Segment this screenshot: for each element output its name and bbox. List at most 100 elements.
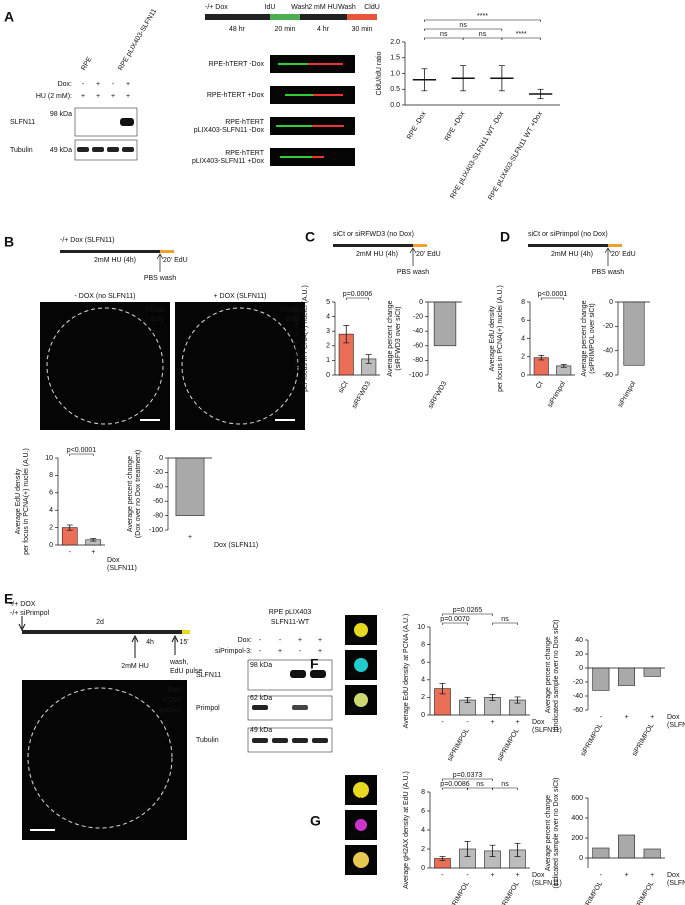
timeline-label: Wash	[291, 4, 309, 11]
fiber-label: pLIX403-SLFN11 +Dox	[192, 158, 265, 165]
significance-label: ns	[440, 31, 448, 38]
dox-sign: -	[466, 719, 469, 726]
significance-label: p<0.0001	[67, 447, 96, 454]
x-tick-label: siPRIMPOL	[446, 727, 470, 762]
x-tick-label: siPrimpol	[617, 380, 638, 409]
arrow-head	[409, 247, 417, 254]
y-tick-label: 10	[417, 624, 425, 631]
y-tick-label: 20	[575, 651, 583, 658]
y-tick-label: 2	[49, 524, 53, 531]
timeline-label: Wash	[338, 4, 356, 11]
y-tick-label: 6	[421, 659, 425, 666]
timeline-label: wash,	[169, 659, 188, 666]
timeline-segment	[160, 250, 174, 253]
timeline-label: IdU	[265, 4, 276, 11]
row-label: HU (2 mM):	[36, 93, 72, 100]
y-tick-label: 6	[421, 808, 425, 815]
image-label: gH2AX	[348, 832, 371, 839]
significance-bracket	[424, 37, 464, 40]
y-tick-label: 0	[49, 542, 53, 549]
y-tick-label: 0	[421, 712, 425, 719]
x-tick-label: siPrimpol	[547, 380, 568, 409]
y-tick-label: 0	[579, 665, 583, 672]
significance-label: ns	[459, 22, 467, 29]
timeline-label: siCt or siRFWD3 (no Dox)	[333, 231, 414, 238]
x-tick-label: +	[91, 549, 95, 556]
panel-label: B	[4, 234, 14, 250]
image-label: Merge	[348, 707, 368, 714]
timeline-segment	[413, 244, 427, 247]
y-tick-label: 0	[521, 372, 525, 379]
y-tick-label: 200	[571, 835, 583, 842]
x-tick-label: -	[69, 549, 72, 556]
y-axis-label: Average percent change	[387, 300, 394, 376]
channel-label: EdU	[168, 687, 182, 694]
timeline-label: PBS wash	[397, 269, 429, 276]
x-tick-label: siRFWD3	[427, 380, 448, 410]
dox-label: Dox (SLFN11)	[214, 542, 258, 549]
y-tick-label: 1.5	[390, 55, 400, 62]
significance-bracket	[424, 28, 503, 31]
x-tick-label: siPRIMPOL	[631, 880, 655, 905]
y-axis-label: CldU/IdU ratio	[376, 51, 383, 95]
x-tick-label: siRFWD3	[351, 380, 372, 410]
timeline-label: 20' EdU	[611, 251, 636, 258]
significance-bracket	[492, 622, 518, 625]
dox-sign: +	[96, 81, 100, 88]
y-tick-label: 0	[421, 865, 425, 872]
y-tick-label: 40	[575, 637, 583, 644]
significance-bracket	[501, 37, 541, 40]
y-tick-label: -60	[573, 707, 583, 714]
y-tick-label: -40	[413, 328, 423, 335]
bar	[175, 457, 205, 516]
x-tick-label: RPE +Dox	[444, 110, 467, 142]
timeline-label: -/+ siPrimpol	[10, 610, 50, 617]
y-tick-label: -80	[153, 512, 163, 519]
dox-sign: +	[650, 872, 654, 879]
y-tick-label: -100	[409, 372, 423, 379]
marker-label: 98 kDa	[250, 662, 272, 669]
bar	[592, 667, 610, 691]
timeline-label: 4h	[146, 639, 154, 646]
channel-label: EdU	[286, 316, 300, 323]
y-tick-label: 600	[571, 795, 583, 802]
dox-label: Dox	[667, 872, 680, 879]
dox-sign: -	[441, 872, 444, 879]
y-tick-label: -20	[573, 679, 583, 686]
y-tick-label: 8	[521, 299, 525, 306]
fiber-images	[270, 55, 355, 166]
timeline-duration: 4 hr	[317, 26, 330, 33]
y-tick-label: 2	[421, 846, 425, 853]
y-tick-label: 8	[421, 789, 425, 796]
significance-bracket	[442, 622, 468, 625]
fiber-label: RPE-hTERT	[225, 119, 264, 126]
significance-label: p=0.0070	[440, 616, 469, 623]
image-label: Merge	[348, 867, 368, 874]
image-label: EdU	[348, 637, 362, 644]
image-title: - DOX (no SLFN11)	[75, 293, 136, 300]
panel-label: F	[310, 656, 319, 672]
timeline-duration: 48 hr	[229, 26, 246, 33]
significance-bracket	[424, 19, 541, 22]
timeline-label: CldU	[364, 4, 380, 11]
x-tick-label: siPRIMPOL	[446, 880, 470, 905]
blot-title: SLFN11-WT	[271, 619, 310, 626]
e-decoration	[18, 616, 333, 840]
si-sign: +	[318, 648, 322, 655]
row-label: Dox:	[238, 637, 252, 644]
timeline-label: 2mM HU (4h)	[94, 257, 136, 264]
dox-label: Dox	[107, 557, 120, 564]
y-tick-label: 4	[521, 335, 525, 342]
y-tick-label: -20	[153, 469, 163, 476]
y-tick-label: 0	[159, 455, 163, 462]
si-sign: -	[259, 648, 262, 655]
timeline-label: 2mM HU (4h)	[551, 251, 593, 258]
bar	[592, 847, 610, 859]
y-tick-label: 2	[421, 694, 425, 701]
panel-label: E	[4, 591, 13, 607]
x-tick-label: siCt	[337, 380, 349, 394]
significance-bracket	[442, 778, 493, 781]
dox-sign: +	[126, 81, 130, 88]
fiber-label: pLIX403-SLFN11 -Dox	[194, 127, 265, 134]
